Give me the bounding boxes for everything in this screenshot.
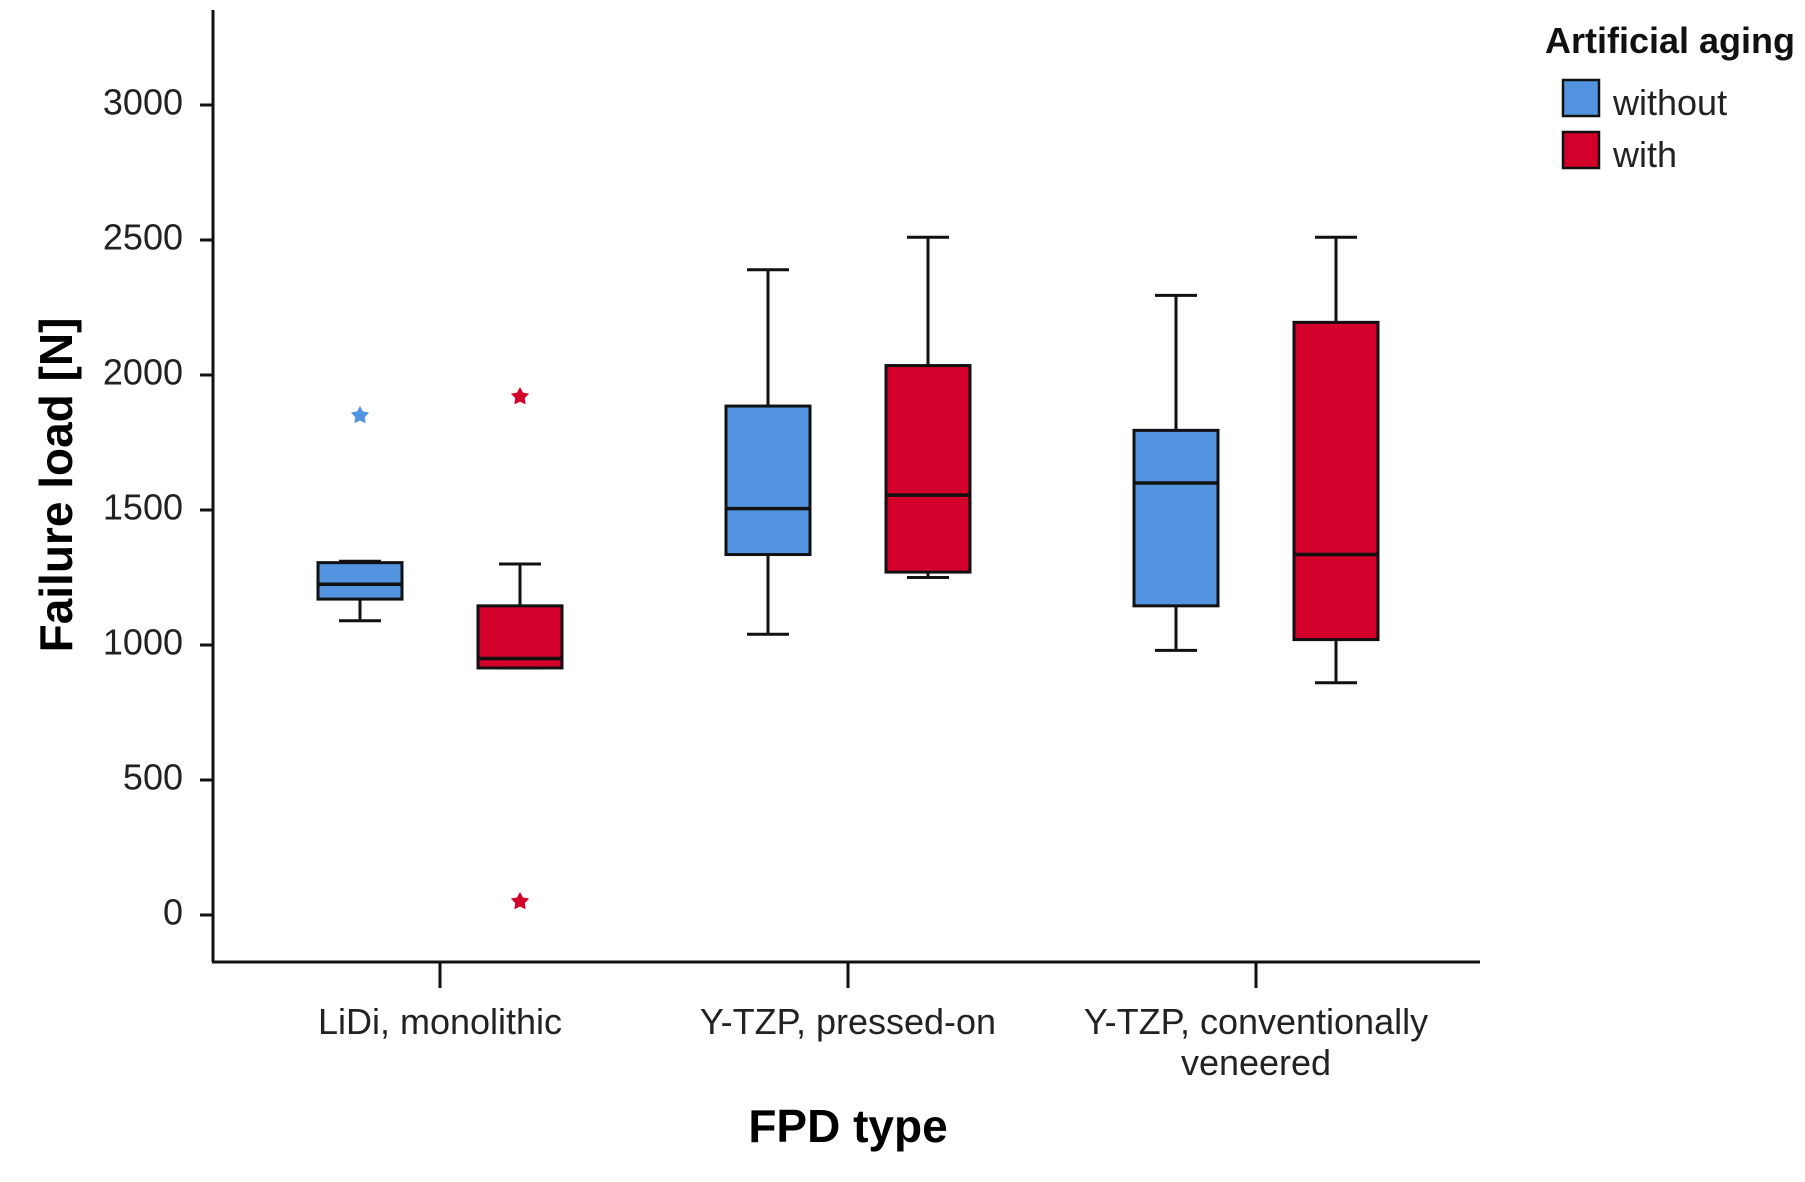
box-with-0 [476, 387, 564, 910]
outlier-point [350, 405, 370, 424]
y-tick-label: 1000 [103, 622, 183, 663]
x-ticks-layer: LiDi, monolithic Y-TZP, pressed-on Y-TZP, … [318, 962, 1428, 1083]
x-tick-label-line: LiDi, monolithic [318, 1001, 562, 1042]
x-tick-label-line: Y-TZP, pressed-on [700, 1001, 996, 1042]
box-without-2 [1132, 293, 1220, 652]
boxes-layer [316, 235, 1380, 910]
x-tick-label-line: Y-TZP, conventionally [1084, 1001, 1428, 1042]
axes-layer [211, 10, 1480, 964]
x-tick-label: Y-TZP, pressed-on [700, 1001, 996, 1042]
box-iqr [1292, 320, 1380, 642]
box-iqr [884, 364, 972, 574]
legend-swatch-without [1561, 78, 1601, 118]
y-tick-label: 500 [123, 757, 183, 798]
y-tick-label: 2500 [103, 217, 183, 258]
y-axis-title: Failure load [N] [30, 318, 82, 653]
box-iqr [316, 561, 404, 601]
x-tick-label: LiDi, monolithic [318, 1001, 562, 1042]
legend: Artificial aging without with [1545, 20, 1795, 175]
box-iqr [724, 404, 812, 557]
x-tick-label-line: veneered [1181, 1042, 1331, 1083]
box-without-1 [724, 268, 812, 636]
legend-label-with: with [1612, 134, 1677, 175]
x-axis-title: FPD type [748, 1100, 947, 1152]
y-tick-label: 2000 [103, 352, 183, 393]
y-tick-label: 0 [163, 892, 183, 933]
outlier-point [510, 891, 530, 910]
x-tick-label: Y-TZP, conventionally veneered [1084, 1001, 1428, 1083]
box-with-1 [884, 235, 972, 579]
legend-swatch-with [1561, 130, 1601, 170]
y-tick-label: 3000 [103, 82, 183, 123]
y-ticks-layer: 0 500 1000 1500 2000 2500 3000 [103, 82, 213, 933]
outlier-point [510, 387, 530, 405]
y-tick-label: 1500 [103, 487, 183, 528]
box-with-2 [1292, 235, 1380, 685]
box-iqr [1132, 428, 1220, 608]
legend-label-without: without [1612, 82, 1727, 123]
box-without-0 [316, 405, 404, 623]
legend-title: Artificial aging [1545, 20, 1795, 61]
